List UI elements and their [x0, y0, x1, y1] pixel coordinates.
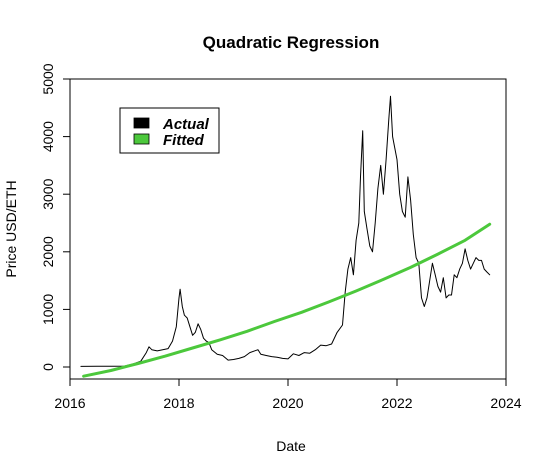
x-tick-label: 2022	[381, 395, 412, 411]
x-tick-label: 2024	[490, 395, 521, 411]
y-tick-label: 5000	[40, 63, 56, 94]
legend-swatch-fitted	[133, 133, 150, 145]
x-tick-label: 2018	[163, 395, 194, 411]
y-axis-label: Price USD/ETH	[3, 180, 19, 277]
y-tick-label: 0	[40, 363, 56, 371]
x-axis: 2016 2018 2020 2022 2024	[54, 379, 522, 411]
legend-swatch-actual	[133, 117, 150, 129]
y-tick-label: 2000	[40, 236, 56, 267]
fitted-series-line	[82, 222, 492, 378]
x-axis-label: Date	[276, 438, 306, 454]
x-tick-label: 2016	[54, 395, 85, 411]
y-tick-label: 1000	[40, 294, 56, 325]
series-layer	[80, 95, 492, 378]
y-axis: 0 1000 2000 3000 4000 5000	[40, 63, 70, 371]
legend-label-fitted: Fitted	[163, 132, 205, 149]
legend-label-actual: Actual	[162, 116, 210, 133]
legend-box	[119, 107, 220, 154]
y-tick-label: 4000	[40, 121, 56, 152]
actual-series-line	[80, 95, 491, 367]
x-tick-label: 2020	[272, 395, 303, 411]
legend: Actual Fitted	[119, 107, 220, 154]
chart-title: Quadratic Regression	[203, 33, 380, 52]
y-tick-label: 3000	[40, 178, 56, 209]
